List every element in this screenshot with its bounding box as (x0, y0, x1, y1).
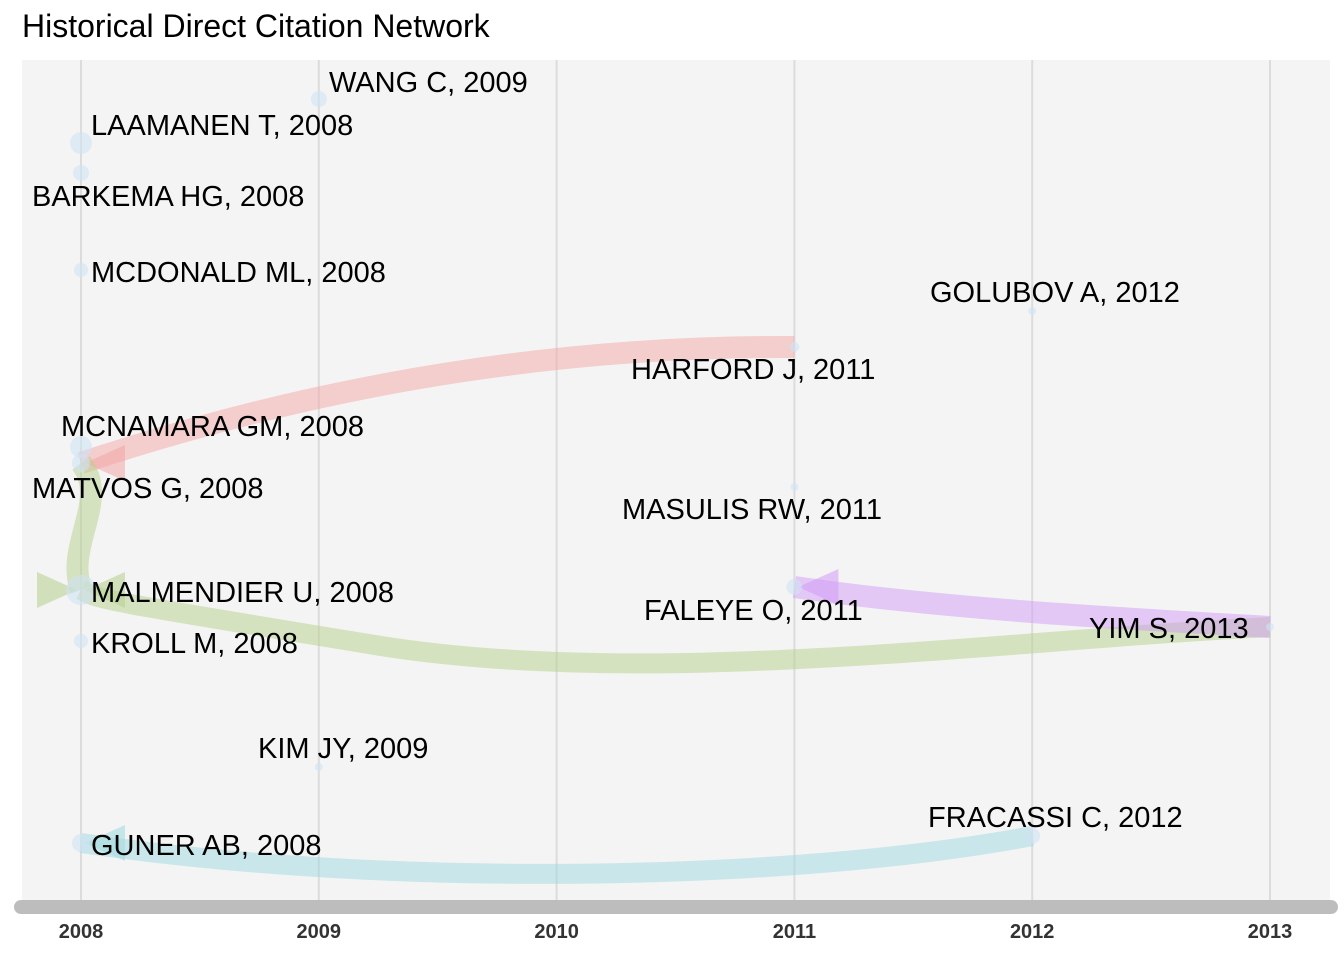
x-tick-label-2013: 2013 (1248, 921, 1293, 943)
node-label-fracassi-c-2012: FRACASSI C, 2012 (928, 802, 1183, 834)
node-label-barkema-hg-2008: BARKEMA HG, 2008 (32, 181, 304, 213)
node-kim-jy-2009 (314, 763, 323, 771)
paper-nodes (66, 91, 1274, 852)
node-label-golubov-a-2012: GOLUBOV A, 2012 (930, 277, 1180, 309)
node-label-yim-s-2013: YIM S, 2013 (1089, 613, 1249, 645)
node-yim-s-2013 (1266, 623, 1274, 631)
node-label-matvos-g-2008: MATVOS G, 2008 (32, 473, 264, 505)
edge-arrowhead-0 (85, 445, 125, 481)
node-label-masulis-rw-2011: MASULIS RW, 2011 (622, 494, 882, 526)
node-label-mcnamara-gm-2008: MCNAMARA GM, 2008 (61, 411, 364, 443)
node-harford-j-2011 (789, 342, 800, 352)
node-label-wang-c-2009: WANG C, 2009 (329, 67, 528, 99)
node-label-laamanen-t-2008: LAAMANEN T, 2008 (91, 110, 353, 142)
node-label-mcdonald-ml-2008: MCDONALD ML, 2008 (91, 257, 386, 289)
node-kroll-m-2008 (74, 634, 88, 648)
x-tick-label-2009: 2009 (297, 921, 342, 943)
edge-arrowhead-1 (37, 572, 77, 608)
citation-edges (37, 335, 1271, 884)
node-mcnamara-gm-2008 (70, 436, 92, 458)
node-wang-c-2009 (310, 91, 327, 107)
edge-arrowhead-4 (85, 825, 125, 861)
node-golubov-a-2012 (1028, 307, 1037, 315)
node-label-harford-j-2011: HARFORD J, 2011 (631, 354, 875, 386)
node-matvos-g-2008 (72, 454, 90, 472)
x-tick-label-2008: 2008 (59, 921, 104, 943)
node-laamanen-t-2008 (70, 132, 92, 154)
chart-title: Historical Direct Citation Network (22, 8, 490, 44)
node-fracassi-c-2012 (1024, 828, 1041, 844)
node-malmendier-u-2008 (66, 575, 96, 605)
citation-edge-matvos-g-2008-to-malmendier-u-2008 (66, 456, 102, 594)
x-tick-label-2010: 2010 (534, 921, 579, 943)
node-label-kroll-m-2008: KROLL M, 2008 (91, 628, 298, 660)
x-tick-label-2011: 2011 (773, 921, 816, 943)
node-barkema-hg-2008 (73, 165, 89, 181)
node-label-faleye-o-2011: FALEYE O, 2011 (644, 595, 863, 627)
x-axis-bar (14, 900, 1338, 914)
paper-labels: WANG C, 2009 LAAMANEN T, 2008 BARKEMA HG, … (32, 67, 1249, 862)
plot-background (22, 60, 1330, 900)
node-guner-ab-2008 (72, 834, 90, 852)
node-faleye-o-2011 (786, 579, 803, 595)
edge-arrowhead-3 (798, 569, 839, 605)
edge-arrowhead-2 (85, 572, 125, 608)
node-masulis-rw-2011 (790, 483, 799, 491)
node-mcdonald-ml-2008 (74, 263, 88, 277)
node-label-guner-ab-2008: GUNER AB, 2008 (91, 830, 322, 862)
x-tick-label-2012: 2012 (1010, 921, 1055, 943)
node-label-malmendier-u-2008: MALMENDIER U, 2008 (91, 577, 394, 609)
citation-edge-yim-s-2013-to-faleye-o-2011 (792, 576, 1271, 638)
x-axis-ticks: 2008 2009 2010 2011 2012 2013 (59, 921, 1293, 943)
citation-edge-fracassi-c-2012-to-guner-ab-2008 (79, 826, 1035, 884)
citation-edge-harford-j-2011-to-matvos-g-2008 (77, 335, 795, 474)
node-label-kim-jy-2009: KIM JY, 2009 (258, 733, 428, 765)
